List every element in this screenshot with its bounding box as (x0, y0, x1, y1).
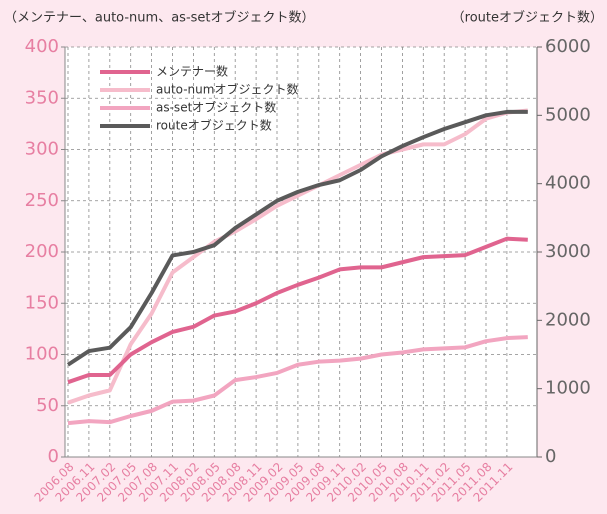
y-axis-label: （メンテナー、auto-num、as-setオブジェクト数） (4, 10, 315, 26)
series-line (67, 108, 528, 405)
y-tick-label: 300 (25, 139, 59, 160)
legend-label: routeオブジェクト数 (156, 118, 272, 133)
series-line (67, 236, 528, 385)
y-tick-label: 50 (36, 395, 59, 416)
legend-label: as-setオブジェクト数 (156, 100, 276, 115)
y-tick-label: 200 (25, 241, 59, 262)
legend-label: auto-numオブジェクト数 (156, 82, 298, 97)
y-tick-label: 0 (48, 446, 59, 467)
series-line (66, 109, 528, 367)
y2-tick-label: 0 (545, 446, 556, 467)
y-tick-label: 400 (25, 36, 59, 57)
y-tick-label: 150 (25, 292, 59, 313)
legend-label: メンテナー数 (156, 64, 228, 79)
y2-tick-label: 3000 (545, 241, 591, 262)
y-tick-label: 250 (25, 190, 59, 211)
y2-tick-label: 4000 (545, 173, 591, 194)
series-line (67, 335, 528, 426)
y2-tick-label: 6000 (545, 36, 591, 57)
y2-tick-label: 5000 (545, 104, 591, 125)
y2-axis-label: （routeオブジェクト数） (452, 10, 603, 26)
y2-tick-label: 1000 (545, 378, 591, 399)
y2-tick-label: 2000 (545, 309, 591, 330)
y-tick-label: 100 (25, 344, 59, 365)
y-tick-label: 350 (25, 87, 59, 108)
